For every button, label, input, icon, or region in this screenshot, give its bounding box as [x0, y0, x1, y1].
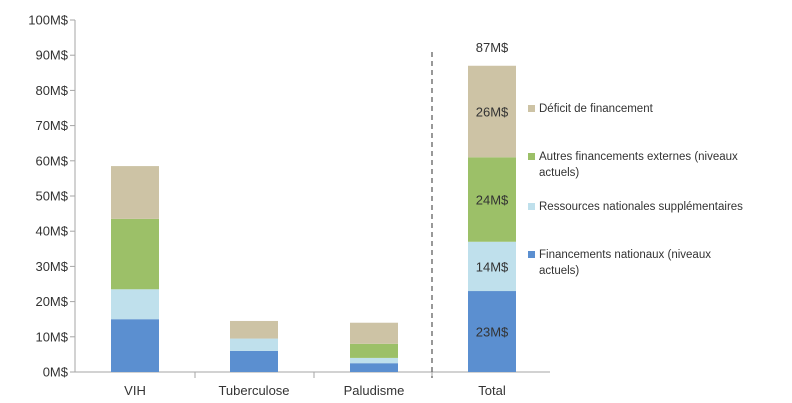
y-tick-label: 80M$ — [35, 83, 68, 98]
bars — [111, 65, 516, 372]
legend-swatch — [528, 251, 535, 258]
legend-label: Financements nationaux (niveaux — [539, 249, 711, 261]
x-tick-label: VIH — [124, 383, 146, 398]
legend-label: Autres financements externes (niveaux — [539, 151, 738, 163]
bar-segment — [111, 319, 159, 372]
bar-segment — [111, 166, 159, 219]
legend-label: Déficit de financement — [539, 103, 654, 115]
bar-segment — [111, 289, 159, 320]
bar-segment — [350, 343, 398, 358]
y-tick-label: 0M$ — [43, 365, 69, 380]
bar-segment — [230, 320, 278, 339]
bar-segment — [350, 357, 398, 364]
legend-label: Ressources nationales supplémentaires — [539, 201, 743, 213]
y-tick-label: 60M$ — [35, 153, 68, 168]
x-tick-label: Tuberculose — [218, 383, 289, 398]
bar-segment — [468, 65, 516, 158]
bar-segment — [468, 241, 516, 292]
bar-segment — [230, 350, 278, 372]
data-label: 14M$ — [476, 259, 509, 274]
total-value-label: 87M$ — [476, 40, 509, 55]
bar-segment — [230, 338, 278, 351]
bar-segment — [350, 363, 398, 372]
legend-swatch — [528, 105, 535, 112]
data-label: 23M$ — [476, 325, 509, 340]
y-tick-label: 50M$ — [35, 189, 68, 204]
bar-segment — [468, 157, 516, 242]
y-tick-label: 10M$ — [35, 329, 68, 344]
legend-swatch — [528, 153, 535, 160]
axes: 0M$ 10M$ 20M$ 30M$ 40M$ 50M$ 60M$ 70M$ 80M$ 90M$ 1… — [28, 13, 550, 398]
y-tick-label: 70M$ — [35, 118, 68, 133]
y-tick-label: 40M$ — [35, 224, 68, 239]
data-label: 26M$ — [476, 105, 509, 120]
y-tick-label: 20M$ — [35, 294, 68, 309]
y-tick-label: 90M$ — [35, 48, 68, 63]
data-labels: 23M$ 14M$ 24M$ 26M$ 87M$ — [476, 40, 509, 340]
legend: Déficit de financement Autres financement… — [528, 103, 743, 277]
bar-segment — [350, 322, 398, 344]
y-tick-label: 30M$ — [35, 259, 68, 274]
x-tick-label: Total — [478, 383, 506, 398]
legend-swatch — [528, 203, 535, 210]
y-tick-label: 100M$ — [28, 13, 69, 28]
x-tick-label: Paludisme — [344, 383, 405, 398]
data-label: 24M$ — [476, 193, 509, 208]
bar-segment — [468, 291, 516, 372]
legend-label: actuels) — [539, 265, 579, 277]
bar-segment — [111, 218, 159, 290]
legend-label: actuels) — [539, 167, 579, 179]
